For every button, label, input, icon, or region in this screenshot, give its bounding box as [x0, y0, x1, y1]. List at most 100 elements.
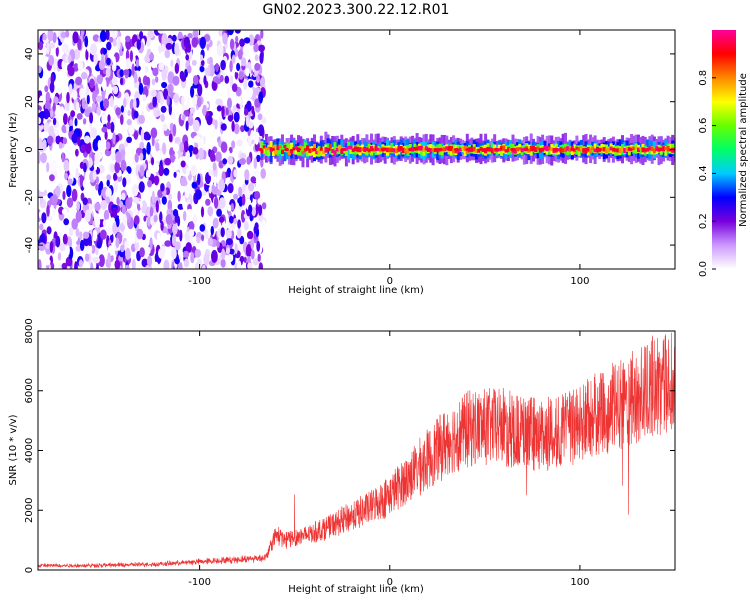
noise-cell [64, 172, 68, 181]
noise-cell [192, 214, 197, 225]
noise-cell [207, 64, 211, 77]
noise-cell [160, 114, 165, 122]
noise-cell [231, 140, 236, 149]
noise-cell [220, 131, 224, 142]
noise-cell [44, 243, 51, 249]
noise-cell [227, 204, 232, 212]
signal-cell [443, 147, 446, 152]
noise-cell [108, 83, 112, 93]
noise-cell [177, 190, 181, 202]
signal-cell [664, 146, 668, 150]
noise-cell [233, 111, 240, 123]
noise-cell [251, 105, 255, 115]
noise-cell [141, 258, 149, 268]
noise-cell [200, 59, 205, 66]
noise-cell [78, 259, 84, 268]
noise-cell [47, 30, 54, 42]
noise-cell [122, 177, 127, 188]
noise-cell [65, 30, 70, 38]
noise-cell [82, 197, 88, 206]
noise-cell [112, 132, 116, 145]
noise-cell [156, 232, 161, 243]
signal-cell [646, 147, 650, 152]
noise-cell [208, 56, 213, 66]
signal-peak [258, 147, 263, 152]
noise-cell [261, 219, 266, 230]
noise-cell [222, 158, 228, 165]
signal-cell [276, 144, 280, 151]
signal-peak [326, 147, 331, 152]
noise-cell [201, 234, 205, 242]
signal-cell [579, 146, 583, 151]
signal-cell [575, 145, 579, 155]
noise-cell [124, 240, 129, 251]
noise-cell [221, 105, 225, 118]
signal-cell [461, 146, 465, 150]
signal-cell [290, 148, 294, 154]
noise-cell [48, 42, 56, 49]
noise-cell [248, 204, 253, 214]
noise-cell [246, 85, 253, 99]
noise-cell [180, 160, 186, 168]
signal-cell [287, 143, 291, 150]
noise-cell [67, 178, 73, 186]
noise-cell [142, 94, 147, 102]
signal-cell [568, 147, 572, 152]
noise-cell [106, 174, 112, 181]
noise-cell [101, 114, 107, 125]
signal-cell [559, 147, 563, 153]
signal-cell [593, 143, 597, 153]
noise-cell [207, 162, 212, 169]
noise-cell [150, 157, 155, 166]
noise-cell [181, 95, 185, 107]
noise-cell [157, 92, 161, 104]
noise-cell [211, 249, 218, 263]
signal-cell [607, 147, 611, 153]
noise-cell [192, 147, 199, 155]
noise-cell [173, 158, 180, 171]
signal-peak [352, 147, 358, 152]
noise-cell [92, 102, 96, 112]
noise-cell [158, 45, 162, 54]
noise-cell [225, 247, 231, 254]
noise-cell [200, 206, 205, 218]
noise-cell [188, 145, 194, 152]
signal-cell [276, 148, 280, 156]
signal-cell [500, 145, 504, 156]
noise-cell [190, 85, 195, 98]
noise-cell [109, 95, 114, 108]
signal-peak [340, 147, 346, 152]
noise-cell [75, 228, 80, 237]
noise-cell [183, 210, 187, 222]
noise-cell [192, 30, 199, 38]
noise-cell [71, 218, 78, 230]
signal-cell [267, 144, 271, 156]
noise-cell [205, 198, 211, 206]
noise-cell [152, 95, 158, 108]
signal-cell [278, 144, 282, 155]
noise-cell [190, 164, 198, 177]
signal-cell [260, 141, 264, 153]
noise-cell [231, 83, 238, 92]
noise-cell [146, 169, 151, 178]
noise-cell [102, 98, 110, 109]
noise-cell [259, 77, 265, 87]
noise-cell [112, 56, 116, 68]
signal-peak [611, 147, 617, 152]
noise-cell [145, 76, 151, 86]
noise-cell [149, 237, 153, 251]
noise-cell [213, 176, 217, 187]
signal-cell [548, 146, 551, 151]
signal-cell [470, 146, 474, 152]
noise-cell [133, 71, 138, 84]
noise-cell [119, 77, 124, 86]
signal-cell [472, 146, 476, 152]
noise-cell [192, 119, 200, 132]
noise-cell [162, 142, 166, 155]
noise-cell [120, 105, 124, 113]
noise-cell [109, 36, 114, 43]
signal-cell [534, 147, 538, 152]
noise-cell [145, 65, 149, 74]
signal-cell [265, 148, 268, 156]
